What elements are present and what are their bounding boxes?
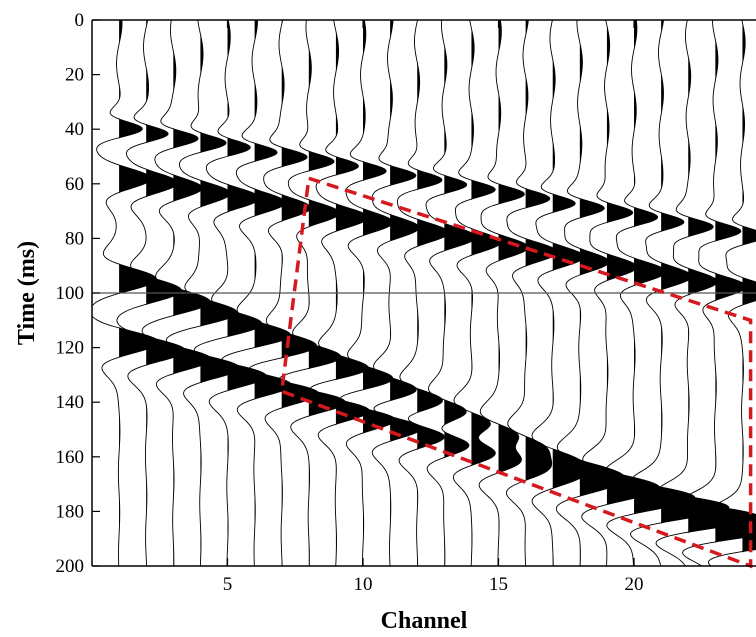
y-tick-label: 60 <box>65 174 84 195</box>
axes: 0 20 40 60 80 100 120 140 160 180 200 5 10 15 20 Chan… <box>14 10 756 634</box>
trace-fill <box>363 20 396 566</box>
x-tick-label: 20 <box>625 574 644 595</box>
trace-wiggle <box>707 20 756 566</box>
y-tick-label: 140 <box>56 392 85 413</box>
trace-fill <box>634 20 695 566</box>
trace-fill <box>254 20 292 566</box>
trace-fill <box>119 20 159 566</box>
x-axis-title: Channel <box>381 608 468 634</box>
trace-fill <box>688 20 756 566</box>
x-tick-label: 10 <box>354 574 373 595</box>
y-tick-label: 20 <box>65 65 84 86</box>
x-tick-label: 5 <box>223 574 233 595</box>
x-tick-label: 15 <box>489 574 508 595</box>
trace-fill <box>417 20 449 566</box>
y-tick-label: 160 <box>56 447 85 468</box>
traces-layer <box>92 20 756 566</box>
y-tick-label: 200 <box>56 556 85 577</box>
y-tick-label: 100 <box>56 283 85 304</box>
x-axis-ticks: 5 10 15 20 <box>223 20 644 595</box>
y-axis-ticks: 0 20 40 60 80 100 120 140 160 180 200 <box>56 10 100 577</box>
y-axis-title: Time (ms) <box>14 241 40 345</box>
trace-fill <box>498 20 528 566</box>
trace-fill <box>308 20 346 566</box>
trace-fill <box>471 20 501 566</box>
trace-fill <box>390 20 422 566</box>
plot-area <box>92 20 756 569</box>
trace-fill <box>281 20 319 566</box>
y-tick-label: 120 <box>56 338 85 359</box>
y-tick-label: 40 <box>65 119 84 140</box>
trace-fill <box>525 20 558 566</box>
y-tick-label: 80 <box>65 228 84 249</box>
y-tick-label: 0 <box>75 10 85 31</box>
y-tick-label: 180 <box>56 501 85 522</box>
